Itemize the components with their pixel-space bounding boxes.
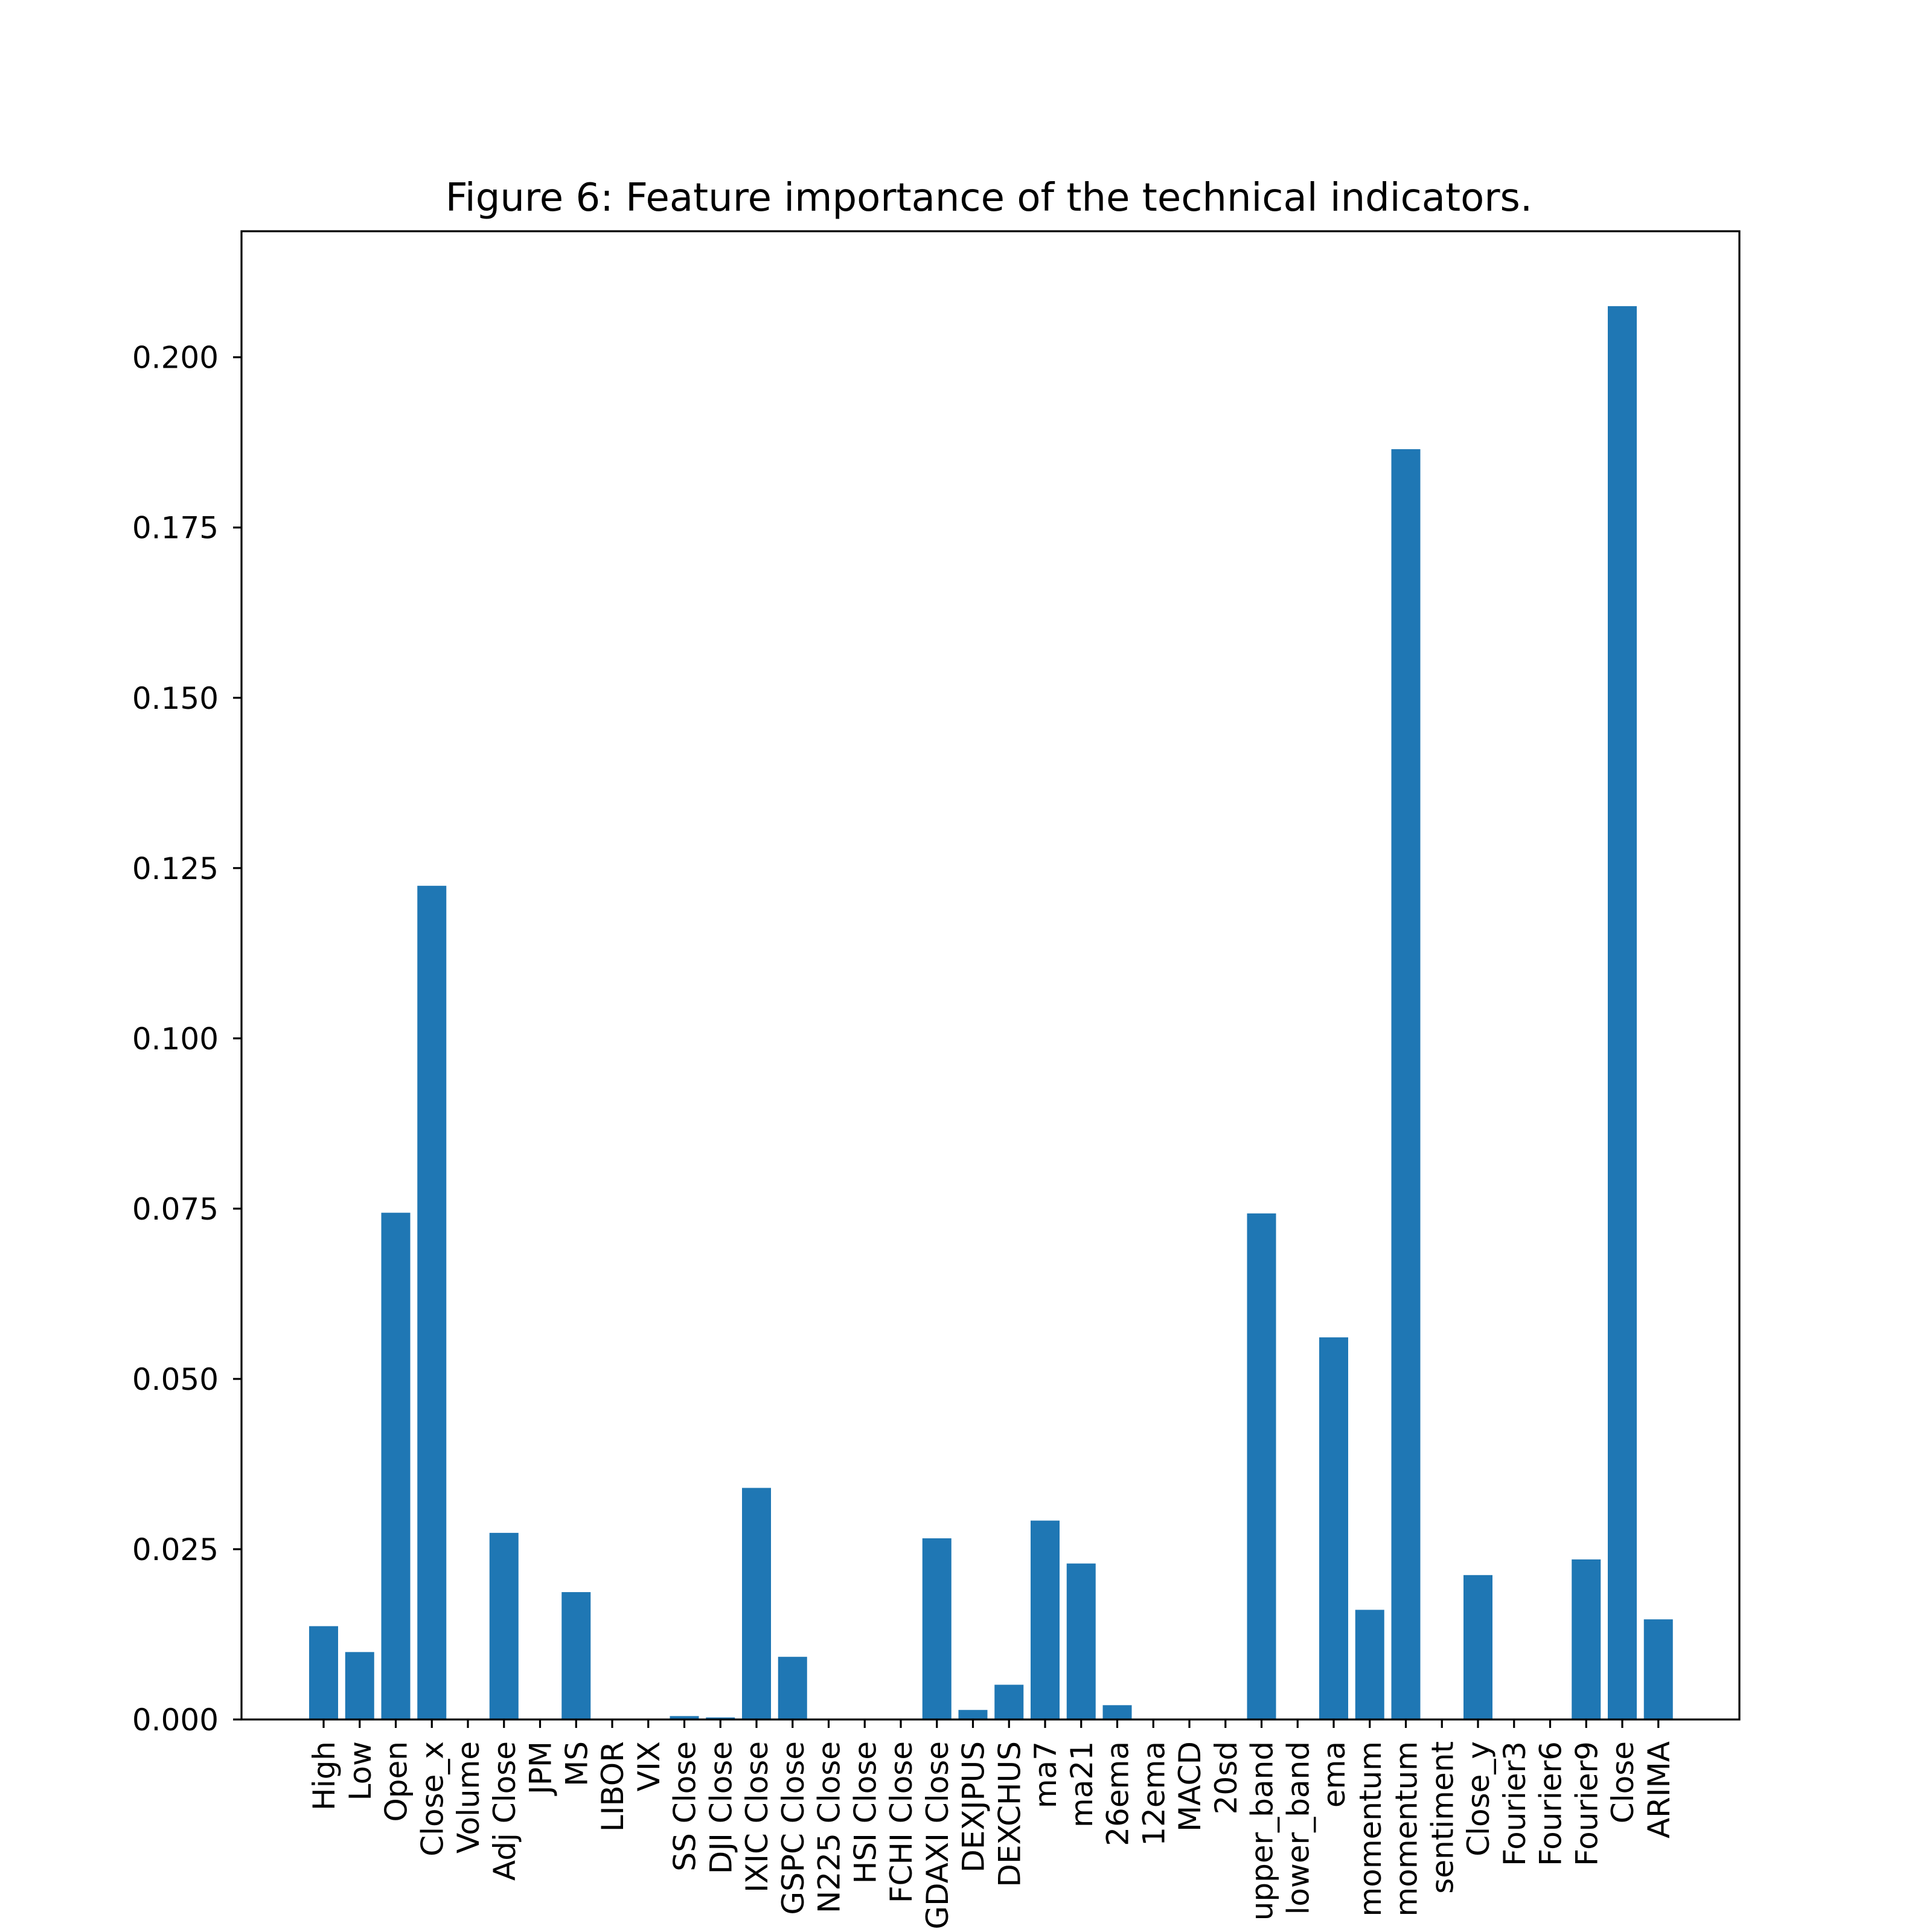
chart-title: Figure 6: Feature importance of the tech…: [446, 176, 1532, 220]
x-tick-label-4: Volume: [451, 1741, 486, 1854]
x-tick-label-21: ma21: [1064, 1741, 1099, 1828]
y-tick-label-1: 0.025: [132, 1532, 219, 1567]
bar-11: [706, 1717, 735, 1719]
x-tick-label-31: sentiment: [1425, 1741, 1460, 1894]
y-axis: 0.000 0.025 0.050 0.075 0.100 0.125 0.150 0.175…: [132, 341, 242, 1738]
x-tick-label-33: Fourier3: [1497, 1741, 1532, 1866]
bar-3: [417, 886, 447, 1719]
bar-19: [994, 1684, 1024, 1719]
x-tick-label-3: Close_x: [415, 1741, 450, 1857]
x-tick-label-37: ARIMA: [1642, 1741, 1677, 1838]
x-tick-label-7: MS: [559, 1741, 594, 1786]
bar-7: [561, 1592, 591, 1719]
y-tick-label-4: 0.100: [132, 1022, 219, 1057]
x-tick-label-35: Fourier9: [1569, 1741, 1604, 1866]
bar-12: [742, 1488, 771, 1719]
x-tick-label-8: LIBOR: [595, 1741, 630, 1832]
x-tick-label-30: momentum: [1389, 1741, 1424, 1916]
bar-13: [778, 1657, 807, 1719]
x-tick-label-22: 26ema: [1101, 1741, 1136, 1846]
x-tick-label-9: VIX: [632, 1741, 667, 1791]
bar-32: [1463, 1575, 1492, 1719]
x-tick-label-10: SS Close: [668, 1741, 703, 1872]
x-tick-label-1: Low: [343, 1741, 378, 1800]
x-tick-label-24: MACD: [1172, 1741, 1208, 1832]
x-tick-label-13: GSPC Close: [776, 1741, 811, 1915]
bar-35: [1572, 1559, 1601, 1719]
bar-28: [1319, 1337, 1348, 1719]
x-tick-label-6: JPM: [523, 1741, 558, 1796]
bar-29: [1355, 1610, 1384, 1719]
bar-10: [670, 1716, 699, 1719]
y-tick-label-5: 0.125: [132, 851, 219, 886]
x-tick-label-5: Adj Close: [487, 1741, 522, 1881]
y-tick-label-7: 0.175: [132, 511, 219, 546]
bar-36: [1608, 306, 1637, 1719]
x-tick-label-15: HSI Close: [848, 1741, 883, 1884]
x-tick-label-36: Close: [1605, 1741, 1640, 1823]
x-axis: High Low Open Close_x Volume Adj Close JPM MS LI…: [307, 1719, 1677, 1930]
x-tick-label-29: momentum: [1353, 1741, 1388, 1916]
bar-22: [1102, 1705, 1132, 1719]
bar-18: [958, 1710, 988, 1719]
x-tick-label-34: Fourier6: [1534, 1741, 1569, 1866]
x-tick-label-19: DEXCHUS: [992, 1741, 1027, 1887]
bar-1: [345, 1652, 374, 1719]
bar-0: [309, 1626, 338, 1719]
x-tick-label-17: GDAXI Close: [920, 1741, 955, 1930]
x-tick-label-18: DEXJPUS: [956, 1741, 991, 1873]
y-tick-label-6: 0.150: [132, 681, 219, 716]
bar-2: [381, 1212, 411, 1719]
bar-20: [1031, 1520, 1060, 1719]
x-tick-label-27: lower_band: [1281, 1741, 1316, 1915]
bar-17: [922, 1538, 952, 1719]
x-tick-label-32: Close_y: [1461, 1741, 1496, 1857]
bar-5: [489, 1532, 519, 1719]
bar-30: [1391, 449, 1421, 1719]
y-tick-label-3: 0.075: [132, 1192, 219, 1227]
x-tick-label-25: 20sd: [1209, 1741, 1244, 1814]
x-tick-label-28: ema: [1317, 1741, 1352, 1808]
y-tick-label-2: 0.050: [132, 1362, 219, 1397]
x-tick-label-20: ma7: [1028, 1741, 1063, 1808]
x-tick-label-2: Open: [379, 1741, 414, 1822]
x-tick-label-14: N225 Close: [812, 1741, 847, 1913]
x-tick-label-12: IXIC Close: [740, 1741, 775, 1893]
x-tick-label-26: upper_band: [1245, 1741, 1280, 1921]
y-tick-label-8: 0.200: [132, 341, 219, 376]
x-tick-label-11: DJI Close: [703, 1741, 738, 1874]
bar-21: [1066, 1563, 1096, 1719]
x-tick-label-23: 12ema: [1136, 1741, 1171, 1846]
x-tick-label-0: High: [307, 1741, 342, 1811]
plot-frame: [240, 230, 1741, 1721]
bar-37: [1643, 1619, 1673, 1719]
y-tick-label-0: 0.000: [132, 1703, 219, 1738]
x-tick-label-16: FCHI Close: [884, 1741, 919, 1903]
bars-group: [309, 306, 1673, 1719]
bar-26: [1247, 1213, 1276, 1719]
